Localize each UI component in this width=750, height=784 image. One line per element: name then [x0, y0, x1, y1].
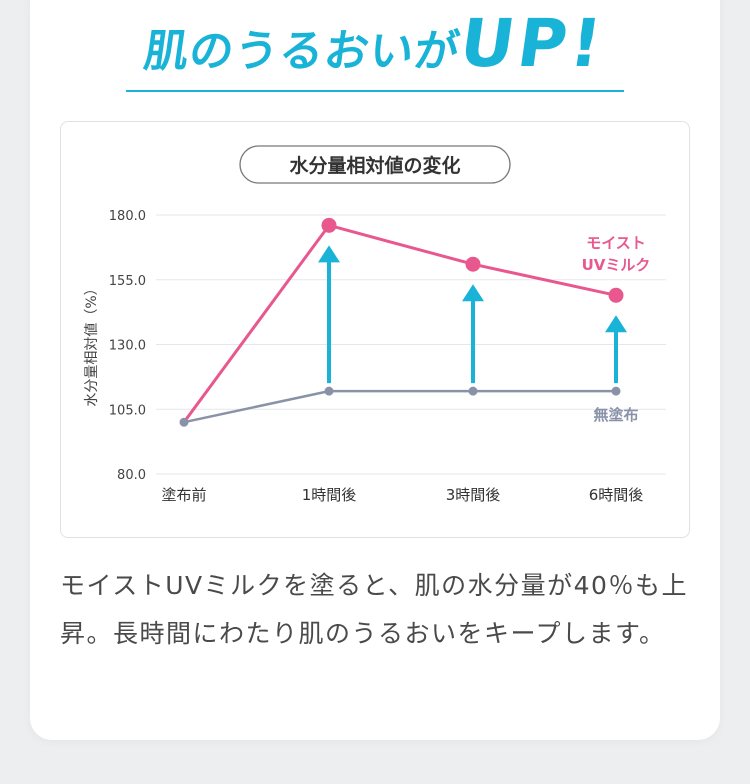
chart-container: 水分量相対値の変化 180.0 155.0 130.0 105.0 80.0 水分量相対値（…: [60, 121, 690, 538]
y-tick-label: 180.0: [109, 209, 146, 224]
data-point-untreated: [611, 386, 621, 396]
increase-arrow-head: [462, 284, 484, 302]
y-tick-label: 105.0: [109, 403, 146, 418]
description-text: モイストUVミルクを塗ると、肌の水分量が40％も上昇。長時間にわたり肌のうるおい…: [60, 571, 688, 648]
series-label-moist-line1: モイスト: [586, 234, 646, 252]
series-label-moist-line2: UVミルク: [582, 256, 651, 274]
moisture-chart: 水分量相対値の変化 180.0 155.0 130.0 105.0 80.0 水分量相対値（…: [84, 145, 666, 504]
headline-emphasis: UP!: [455, 5, 611, 82]
data-point-untreated: [179, 417, 189, 427]
y-tick-label: 130.0: [109, 339, 146, 354]
headline: 肌のうるおいがUP!: [126, 5, 624, 92]
series-line-untreated: [183, 389, 616, 424]
series-line-moist-uv-milk: [182, 223, 617, 424]
increase-arrow-head: [605, 315, 627, 333]
x-tick-label: 1時間後: [302, 486, 357, 504]
headline-prefix: 肌のうるおいが: [141, 26, 464, 77]
x-tick-label: 6時間後: [589, 486, 644, 504]
y-axis-label: 水分量相対値（%）: [84, 281, 100, 406]
headline-underline: [126, 90, 624, 92]
data-point-untreated: [324, 386, 334, 396]
data-point-moist-uv-milk: [608, 287, 624, 303]
y-tick-label: 155.0: [109, 274, 146, 289]
chart-title-pill: [239, 145, 511, 184]
data-point-moist-uv-milk: [465, 256, 481, 272]
increase-arrow-head: [318, 245, 340, 263]
y-tick-label: 80.0: [117, 468, 146, 483]
chart-title: 水分量相対値の変化: [289, 154, 460, 177]
data-point-moist-uv-milk: [321, 217, 337, 233]
series-label-untreated: 無塗布: [593, 406, 638, 424]
data-point-untreated: [468, 386, 478, 396]
x-tick-label: 塗布前: [161, 486, 206, 504]
x-tick-label: 3時間後: [446, 486, 501, 504]
